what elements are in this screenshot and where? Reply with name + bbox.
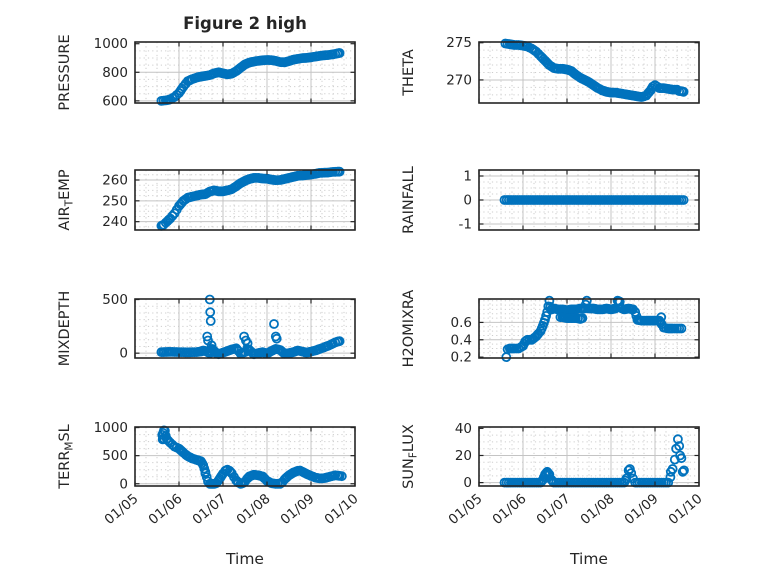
ylabel-terr-msl: TERRMSL <box>57 424 76 490</box>
xtick-label: 01/07 <box>189 491 229 528</box>
subplot-sun-flux: 0 20 40 SUNFLUX 01/05 01/06 01/07 01/08 01/09 01/… <box>401 421 706 568</box>
xtick-label: 01/06 <box>145 491 185 528</box>
ytick-label: 0 <box>463 193 472 209</box>
xtick-label: 01/06 <box>489 491 529 528</box>
subplot-pressure: 600 800 1000 PRESSURE Figure 2 high <box>57 14 356 111</box>
axes-box <box>134 41 356 104</box>
subplot-theta: 270 275 THETA <box>401 35 700 104</box>
ytick-label: 250 <box>102 193 128 209</box>
subplot-terr-msl: 0 500 1000 TERRMSL 01/05 01/06 01/07 01/08 01/09… <box>57 420 362 568</box>
ytick-label: 800 <box>102 65 128 81</box>
figure-title: Figure 2 high <box>183 14 307 33</box>
ytick-label: 240 <box>102 214 128 230</box>
data-markers-mixdepth <box>156 294 345 360</box>
ytick-label: 1000 <box>94 420 128 436</box>
subplot-mixdepth: 0 500 MIXDEPTH <box>57 291 356 367</box>
ytick-label: 260 <box>102 173 128 189</box>
ytick-label: 40 <box>455 421 472 437</box>
axes-box <box>478 298 700 359</box>
xlabel-time: Time <box>225 550 264 568</box>
subplot-h2omixra: 0.2 0.40.6 H2OMIXRA <box>401 290 700 368</box>
axes-box <box>134 169 356 231</box>
ytick-label: 600 <box>102 93 128 109</box>
ytick-label: 275 <box>446 35 472 51</box>
xtick-label: 01/10 <box>321 491 361 528</box>
ytick-label: 20 <box>455 448 472 464</box>
ytick-label: 0.2 <box>451 350 472 366</box>
data-markers-rainfall <box>499 195 689 205</box>
ylabel-theta: THETA <box>401 49 417 97</box>
axes-box <box>134 426 356 487</box>
ylabel-sun-flux: SUNFLUX <box>401 424 420 489</box>
data-markers-h2omixra <box>501 295 687 363</box>
subplot-rainfall: -1 0 1 RAINFALL <box>401 166 700 234</box>
ytick-label: 0.6 <box>451 315 472 331</box>
xtick-label: 01/10 <box>665 491 705 528</box>
ytick-label: 0 <box>119 346 128 362</box>
data-markers-pressure <box>156 48 345 106</box>
data-markers-air-temp <box>156 166 345 231</box>
xtick-label: 01/08 <box>233 491 273 528</box>
ytick-label: 1000 <box>94 36 128 52</box>
minor-grid <box>479 42 699 103</box>
axes-box <box>478 169 700 231</box>
ytick-label: 0 <box>463 475 472 491</box>
ytick-label: 0.4 <box>451 332 472 348</box>
xtick-label: 01/05 <box>101 491 141 528</box>
ytick-label: 270 <box>446 72 472 88</box>
data-markers-terr-msl <box>157 425 347 489</box>
ylabel-rainfall: RAINFALL <box>401 166 417 234</box>
ylabel-pressure: PRESSURE <box>57 34 73 110</box>
xtick-label: 01/09 <box>621 491 661 528</box>
axes-box <box>478 426 700 487</box>
ytick-label: 1 <box>463 169 472 185</box>
subplot-air-temp: 240 250 260 AIRTEMP <box>57 166 356 231</box>
ylabel-mixdepth: MIXDEPTH <box>57 291 73 367</box>
xtick-label: 01/08 <box>577 491 617 528</box>
xtick-label: 01/05 <box>445 491 485 528</box>
ytick-label: 500 <box>102 448 128 464</box>
ytick-label: -1 <box>459 217 472 233</box>
ytick-label: 500 <box>102 292 128 308</box>
ytick-label: 0 <box>119 476 128 492</box>
xtick-label: 01/07 <box>533 491 573 528</box>
ylabel-h2omixra: H2OMIXRA <box>401 290 417 368</box>
axes-box <box>478 41 700 104</box>
data-markers-theta <box>500 38 689 102</box>
xlabel-time: Time <box>569 550 608 568</box>
axes-box <box>134 298 356 359</box>
ylabel-air-temp: AIRTEMP <box>57 169 76 230</box>
xtick-label: 01/09 <box>277 491 317 528</box>
